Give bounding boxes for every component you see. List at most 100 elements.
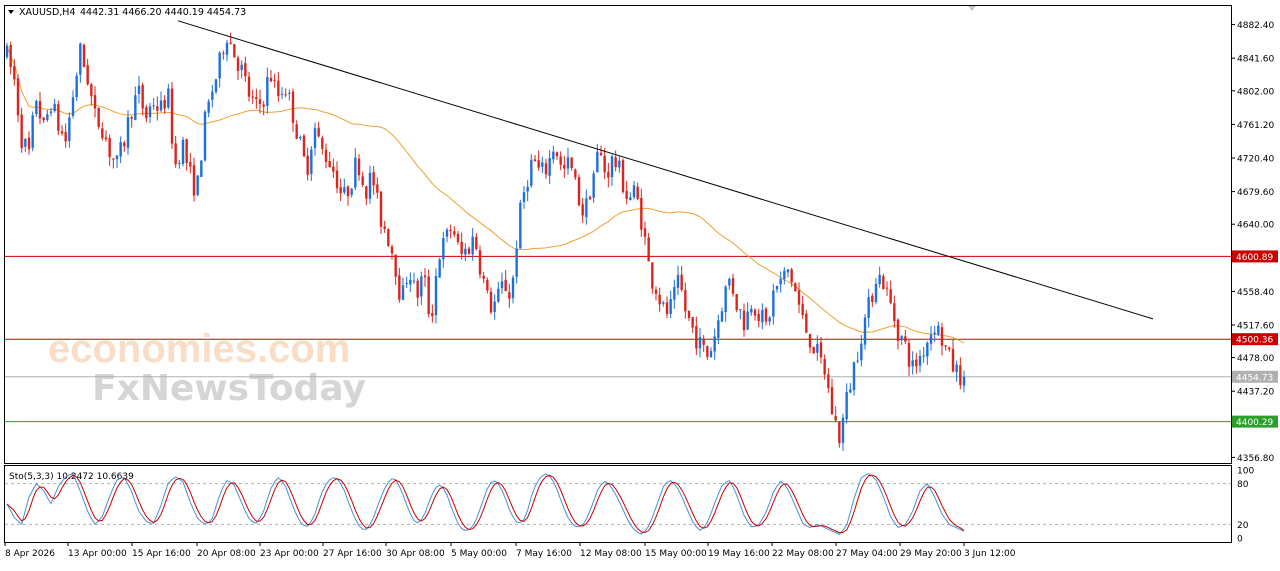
watermark: economies.com FxNewsToday — [48, 327, 366, 409]
candle-body — [442, 237, 445, 260]
candle-body — [137, 85, 141, 94]
candle-body — [203, 111, 207, 161]
candle-body — [874, 283, 878, 302]
candle-body — [20, 114, 23, 149]
candle-body — [786, 269, 790, 273]
candle-body — [225, 42, 229, 55]
candle-body — [82, 44, 86, 67]
candle-body — [944, 345, 947, 347]
candle-body — [559, 156, 562, 165]
candle-body — [251, 96, 254, 98]
candle-body — [31, 115, 34, 148]
stochastic-d-line[interactable] — [6, 474, 965, 534]
candle-body — [148, 106, 152, 118]
price-tick-label: 4517.60 — [1237, 321, 1274, 331]
time-tick-label: 7 May 16:00 — [516, 549, 572, 559]
scroll-marker-icon[interactable] — [968, 6, 976, 11]
candle-body — [16, 78, 20, 116]
candle-body — [79, 43, 82, 75]
time-tick-label: 20 Apr 08:00 — [197, 549, 256, 559]
candle-body — [64, 132, 67, 142]
trendline-group — [177, 20, 1154, 320]
stochastic-k-line[interactable] — [6, 473, 965, 536]
candle-body — [603, 155, 606, 173]
candle-body — [654, 289, 658, 294]
price-tick-label: 4558.40 — [1237, 288, 1274, 298]
chart-symbol-title: XAUUSD,H4 — [19, 7, 75, 18]
candle-body — [922, 355, 925, 357]
candle-body — [636, 186, 639, 200]
candle-body — [214, 79, 218, 92]
candle-body — [273, 79, 276, 81]
level-price-label: 4400.29 — [1236, 418, 1273, 428]
candle-body — [53, 103, 56, 111]
candle-body — [676, 274, 680, 288]
candle-body — [838, 422, 841, 444]
candle-body — [141, 84, 144, 109]
time-tick-label: 5 May 00:00 — [451, 549, 507, 559]
candle-body — [889, 289, 892, 304]
time-tick-label: 8 Apr 2026 — [5, 549, 55, 559]
candle-body — [49, 111, 53, 113]
candle-body — [280, 93, 284, 95]
candle-body — [717, 320, 720, 338]
candle-body — [68, 117, 71, 142]
candle-body — [500, 281, 504, 289]
candle-body — [680, 274, 683, 291]
candle-body — [255, 96, 258, 99]
candle-body — [365, 186, 368, 199]
level-price-badge — [1232, 415, 1278, 428]
candle-body — [522, 192, 526, 202]
candle-body — [878, 274, 881, 285]
ma-line[interactable] — [6, 45, 965, 344]
time-tick-label: 12 May 08:00 — [580, 549, 642, 559]
candle-body — [167, 88, 170, 108]
candle-body — [181, 139, 185, 164]
candle-body — [929, 334, 933, 344]
candle-body — [266, 76, 269, 106]
candle-body — [471, 236, 474, 255]
candle-body — [508, 292, 511, 299]
candle-body — [189, 161, 192, 167]
trendline[interactable] — [177, 20, 1154, 320]
time-tick-label: 15 Apr 16:00 — [132, 549, 191, 559]
candle-body — [658, 294, 661, 305]
candle-body — [295, 124, 298, 139]
candle-body — [533, 159, 537, 162]
candle-body — [695, 326, 698, 349]
candle-body — [156, 106, 159, 111]
candle-body — [200, 160, 203, 177]
stochastic-series: 100 80 20 0 — [5, 467, 1254, 545]
candle-body — [775, 285, 779, 290]
dropdown-triangle-icon[interactable] — [8, 10, 14, 14]
candle-body — [896, 319, 900, 342]
main-plot-frame — [4, 5, 1232, 464]
candle-body — [698, 337, 702, 349]
candle-body — [871, 295, 874, 303]
candle-body — [178, 162, 181, 164]
candle-body — [541, 162, 544, 167]
candle-body — [387, 229, 390, 247]
time-tick-label: 22 May 08:00 — [772, 549, 834, 559]
stochastic-plot-frame — [4, 465, 1232, 543]
candle-body — [354, 157, 357, 188]
candle-body — [445, 229, 449, 237]
chart-ohlc-values: 4442.31 4466.20 4440.19 4454.73 — [80, 7, 246, 18]
candle-body — [911, 360, 914, 367]
watermark-fxnewstoday: FxNewsToday — [92, 368, 366, 409]
candle-body — [346, 186, 350, 197]
candle-body — [739, 309, 742, 311]
candle-body — [599, 152, 603, 156]
candle-body — [453, 231, 456, 235]
level-price-label: 4454.73 — [1236, 373, 1273, 383]
time-tick-label: 19 May 16:00 — [708, 549, 770, 559]
candle-body — [449, 229, 452, 232]
candle-body — [757, 313, 760, 322]
candle-body — [493, 301, 496, 313]
horizontal-levels — [5, 255, 1231, 423]
candle-body — [86, 65, 89, 85]
candle-body — [130, 117, 133, 119]
candle-body — [423, 275, 427, 278]
candle-body — [46, 114, 49, 121]
candle-body — [577, 177, 581, 206]
